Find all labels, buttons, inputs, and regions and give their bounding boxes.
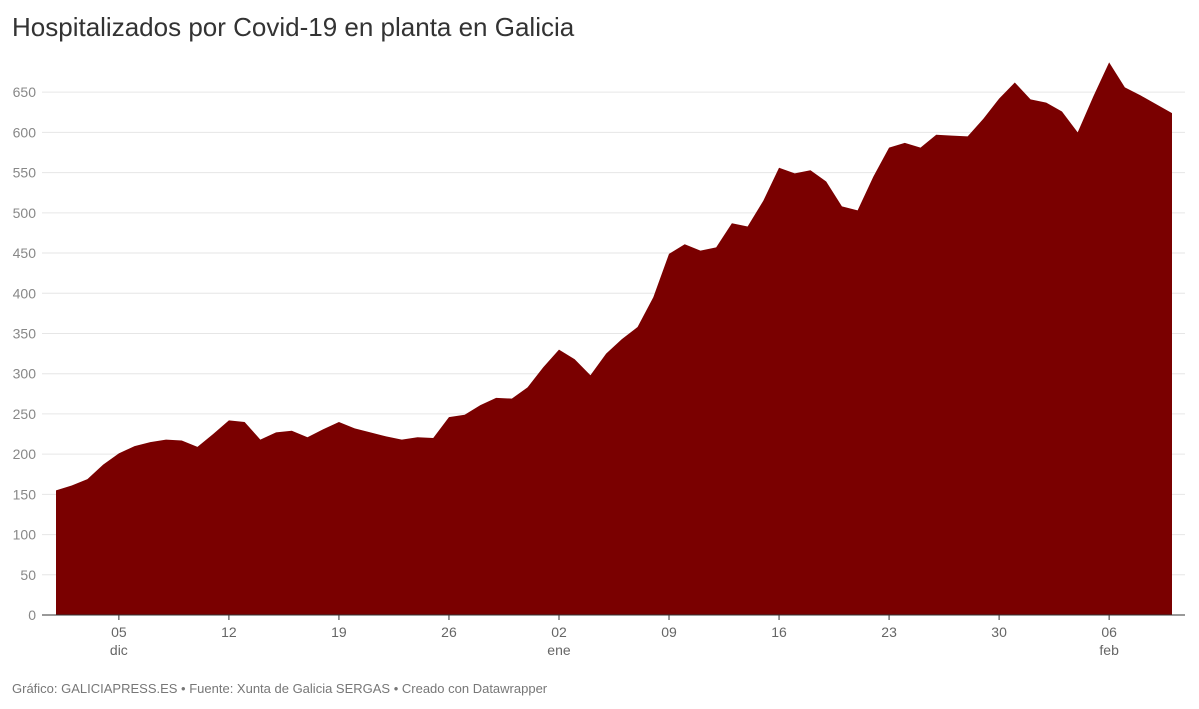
x-tick-label: 12 [221, 624, 237, 640]
x-tick-sublabel: feb [1099, 642, 1119, 658]
y-tick-label: 200 [13, 446, 37, 462]
x-tick-label: 06 [1101, 624, 1117, 640]
x-tick-label: 30 [991, 624, 1007, 640]
x-tick-label: 16 [771, 624, 787, 640]
chart-title: Hospitalizados por Covid-19 en planta en… [12, 12, 575, 42]
x-tick-label: 19 [331, 624, 347, 640]
y-tick-label: 50 [20, 567, 36, 583]
y-tick-label: 500 [13, 205, 37, 221]
y-tick-label: 250 [13, 406, 37, 422]
y-tick-label: 300 [13, 366, 37, 382]
x-tick-label: 23 [881, 624, 897, 640]
x-tick-label: 02 [551, 624, 567, 640]
area-series [56, 62, 1172, 616]
x-tick-label: 26 [441, 624, 457, 640]
y-tick-label: 100 [13, 527, 37, 543]
x-tick-label: 09 [661, 624, 677, 640]
y-tick-label: 400 [13, 285, 37, 301]
y-tick-label: 150 [13, 486, 37, 502]
y-tick-label: 550 [13, 165, 37, 181]
y-tick-label: 450 [13, 245, 37, 261]
chart-footer: Gráfico: GALICIAPRESS.ES • Fuente: Xunta… [12, 681, 548, 696]
y-tick-label: 350 [13, 325, 37, 341]
y-tick-label: 0 [28, 607, 36, 623]
x-tick-sublabel: ene [547, 642, 571, 658]
x-tick-sublabel: dic [110, 642, 128, 658]
y-tick-label: 650 [13, 84, 37, 100]
y-tick-label: 600 [13, 124, 37, 140]
x-tick-label: 05 [111, 624, 127, 640]
